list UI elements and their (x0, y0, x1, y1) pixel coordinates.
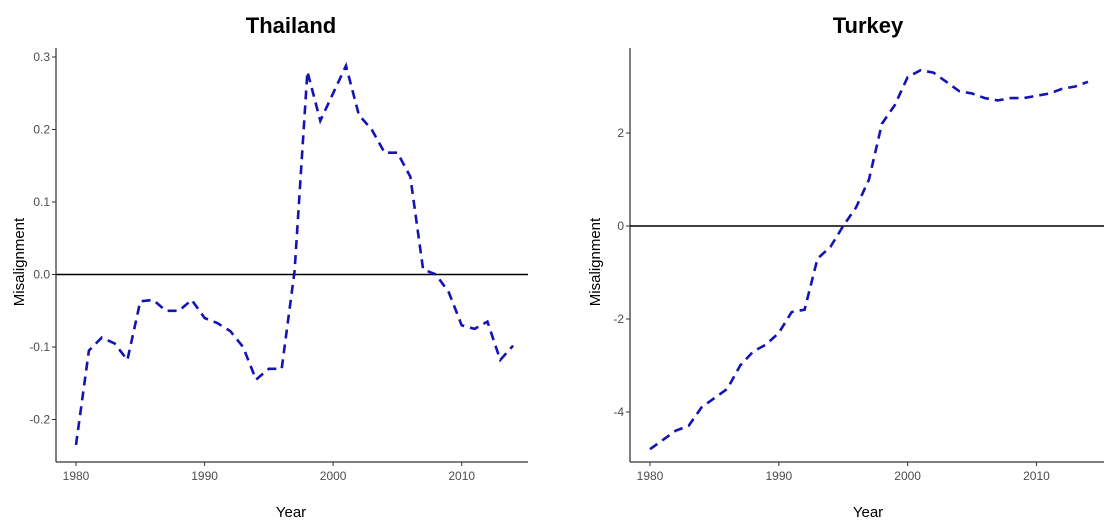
x-axis-title: Year (276, 504, 306, 521)
x-tick-label: 2010 (1023, 469, 1050, 483)
turkey-panel: Turkey Year Misalignment -4 -2 0 2 1980 1990… (587, 13, 1104, 521)
x-tick-label: 2000 (320, 469, 347, 483)
chart-title: Turkey (833, 13, 904, 38)
y-tick-label: -0.1 (29, 340, 50, 354)
y-tick-label: 0.2 (33, 123, 50, 137)
y-tick-label: 0 (617, 219, 624, 233)
misalignment-series-line (74, 61, 515, 446)
y-tick-label: -4 (613, 405, 624, 419)
x-axis-ticks: 1980 1990 2000 2010 (637, 462, 1050, 483)
y-tick-label: -0.2 (29, 413, 50, 427)
y-axis-ticks: -4 -2 0 2 (613, 126, 630, 419)
y-tick-label: 0.0 (33, 268, 50, 282)
y-tick-label: 0.3 (33, 50, 50, 64)
x-tick-label: 1990 (191, 469, 218, 483)
x-tick-label: 1990 (765, 469, 792, 483)
y-tick-label: 2 (617, 126, 624, 140)
x-tick-label: 1980 (63, 469, 90, 483)
chart-title: Thailand (246, 13, 336, 38)
x-tick-label: 1980 (637, 469, 664, 483)
x-tick-label: 2010 (448, 469, 475, 483)
y-tick-label: 0.1 (33, 195, 50, 209)
y-axis-title: Misalignment (587, 217, 604, 306)
thailand-panel: Thailand Year Misalignment -0.2 -0.1 0.0 0.… (11, 13, 528, 521)
y-tick-label: -2 (613, 312, 624, 326)
y-axis-ticks: -0.2 -0.1 0.0 0.1 0.2 0.3 (29, 50, 56, 427)
misalignment-series-line (649, 68, 1089, 451)
y-axis-title: Misalignment (11, 217, 28, 306)
x-tick-label: 2000 (894, 469, 921, 483)
x-axis-ticks: 1980 1990 2000 2010 (63, 462, 475, 483)
x-axis-title: Year (853, 504, 883, 521)
